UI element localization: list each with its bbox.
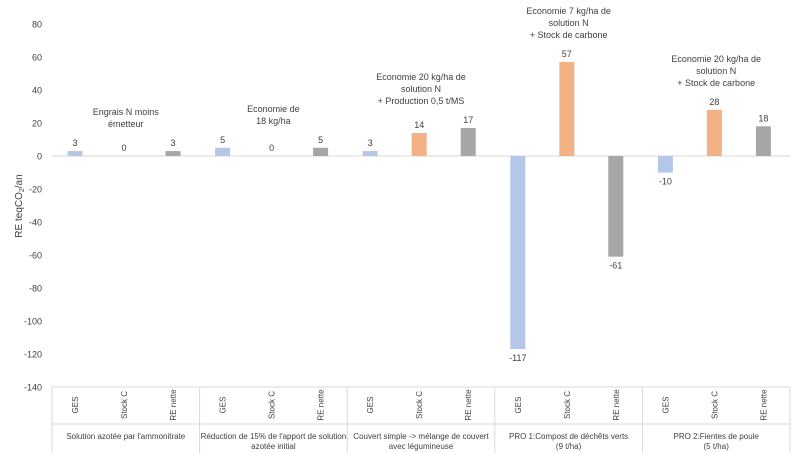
group-label-line: Solution azotée par l'ammonitrate (66, 432, 185, 441)
data-label: 3 (368, 138, 373, 148)
annotation-line: émetteur (108, 119, 144, 129)
bar-re-nette (608, 156, 624, 257)
group-label-line: PRO 2:Fientes de poule (674, 432, 760, 441)
category-tick-label: GES (366, 397, 375, 414)
data-label: 5 (220, 135, 225, 145)
group-label: Réduction de 15% de l'apport de solution… (201, 432, 347, 451)
bar-re-nette (313, 147, 329, 156)
bar-ges (67, 151, 83, 156)
data-label: 14 (414, 120, 424, 130)
data-label: 3 (72, 138, 77, 148)
bar-ges (362, 151, 378, 156)
category-tick-label: GES (219, 397, 228, 414)
bar-stock-c (559, 61, 575, 157)
y-tick-label: -140 (24, 383, 42, 393)
category-tick-label: Stock C (415, 391, 424, 419)
data-label: -117 (509, 353, 526, 363)
group-label-line: (5 t/ha) (704, 442, 730, 451)
bar-re-nette (755, 126, 771, 156)
group-annotation: Economie 7 kg/ha de solution N + Stock de … (526, 6, 611, 40)
bar-ges (657, 156, 673, 173)
y-tick-label: 80 (32, 20, 42, 30)
category-tick-label: Stock C (120, 391, 129, 419)
group-label-line: (9 t/ha) (556, 442, 582, 451)
annotation-line: + Stock de carbone (530, 30, 608, 40)
category-tick-label: Stock C (268, 391, 277, 419)
group-label: Solution azotée par l'ammonitrate (66, 432, 185, 441)
bar-re-nette (460, 127, 476, 156)
y-axis-title: RE teqCO2/an (14, 174, 26, 237)
data-label: -61 (609, 261, 622, 271)
data-label: 18 (758, 113, 768, 123)
category-tick-label: Stock C (710, 391, 719, 419)
data-label: 5 (318, 135, 323, 145)
category-tick-label: Stock C (563, 391, 572, 419)
y-tick-label: -100 (24, 317, 42, 327)
annotation-line: + Production 0,5 t/MS (378, 96, 465, 106)
bar-re-nette (165, 151, 181, 156)
y-axis-title-main: RE teqCO (14, 192, 25, 238)
annotation-line: Economie 20 kg/ha de (671, 54, 761, 64)
group-label: PRO 2:Fientes de poule (5 t/ha) (674, 432, 760, 451)
data-label: -10 (659, 177, 672, 187)
group-annotation: Economie 20 kg/ha de solution N + Producti… (376, 72, 466, 106)
data-label: 57 (562, 49, 572, 59)
annotation-line: solution N (549, 18, 589, 28)
annotation-line: solution N (696, 66, 736, 76)
y-tick-label: 40 (32, 86, 42, 96)
y-tick-label: 60 (32, 53, 42, 63)
group-label-line: Réduction de 15% de l'apport de solution (201, 432, 347, 441)
data-label: 0 (121, 143, 126, 153)
group-label: PRO 1:Compost de déchêts verts (9 t/ha) (509, 432, 628, 451)
data-label: 0 (269, 143, 274, 153)
annotation-line: solution N (401, 84, 441, 94)
annotation-line: + Stock de carbone (677, 78, 755, 88)
category-tick-label: RE nette (317, 389, 326, 421)
category-tick-label: RE nette (612, 389, 621, 421)
category-tick-label: GES (514, 397, 523, 414)
y-tick-label: -120 (24, 350, 42, 360)
bar-layer (67, 61, 771, 350)
bar-stock-c (411, 132, 427, 156)
group-label-line: azotée initial (251, 442, 296, 451)
category-tick-label: RE nette (464, 389, 473, 421)
annotation-line: Economie de (247, 104, 300, 114)
category-tick-label: RE nette (169, 389, 178, 421)
annotation-line: Engrais N moins (93, 107, 160, 117)
y-tick-label: 20 (32, 119, 42, 129)
group-label: Couvert simple -> mélange de couvert avec… (353, 432, 489, 451)
bar-ges (215, 147, 231, 156)
group-annotation: Economie 20 kg/ha de solution N + Stock de… (671, 54, 761, 88)
y-axis-title-subscript: 2 (19, 188, 26, 192)
annotation-line: Economie 20 kg/ha de (376, 72, 466, 82)
annotation-line: Economie 7 kg/ha de (526, 6, 611, 16)
data-label: 17 (463, 115, 473, 125)
data-label: 28 (709, 97, 719, 107)
y-tick-label: -40 (29, 218, 42, 228)
category-tick-label: GES (661, 397, 670, 414)
group-annotation: Economie de 18 kg/ha (247, 104, 300, 126)
bar-ges (510, 156, 526, 350)
group-annotation: Engrais N moins émetteur (93, 107, 160, 129)
category-tick-label: RE nette (759, 389, 768, 421)
bar-stock-c (706, 109, 722, 156)
label-layer: 3 GES 0 Stock C 3 RE nette Solution azotée par… (66, 6, 768, 451)
y-axis-title-suffix: /an (14, 174, 25, 188)
data-label: 3 (170, 138, 175, 148)
group-label-line: PRO 1:Compost de déchêts verts (509, 432, 628, 441)
category-tick-label: GES (71, 397, 80, 414)
y-tick-label: -60 (29, 251, 42, 261)
group-label-line: avec légumineuse (389, 442, 454, 451)
annotation-line: 18 kg/ha (256, 116, 291, 126)
y-tick-label: -80 (29, 284, 42, 294)
y-tick-label: -20 (29, 185, 42, 195)
group-label-line: Couvert simple -> mélange de couvert (353, 432, 489, 441)
y-tick-label: 0 (37, 152, 42, 162)
